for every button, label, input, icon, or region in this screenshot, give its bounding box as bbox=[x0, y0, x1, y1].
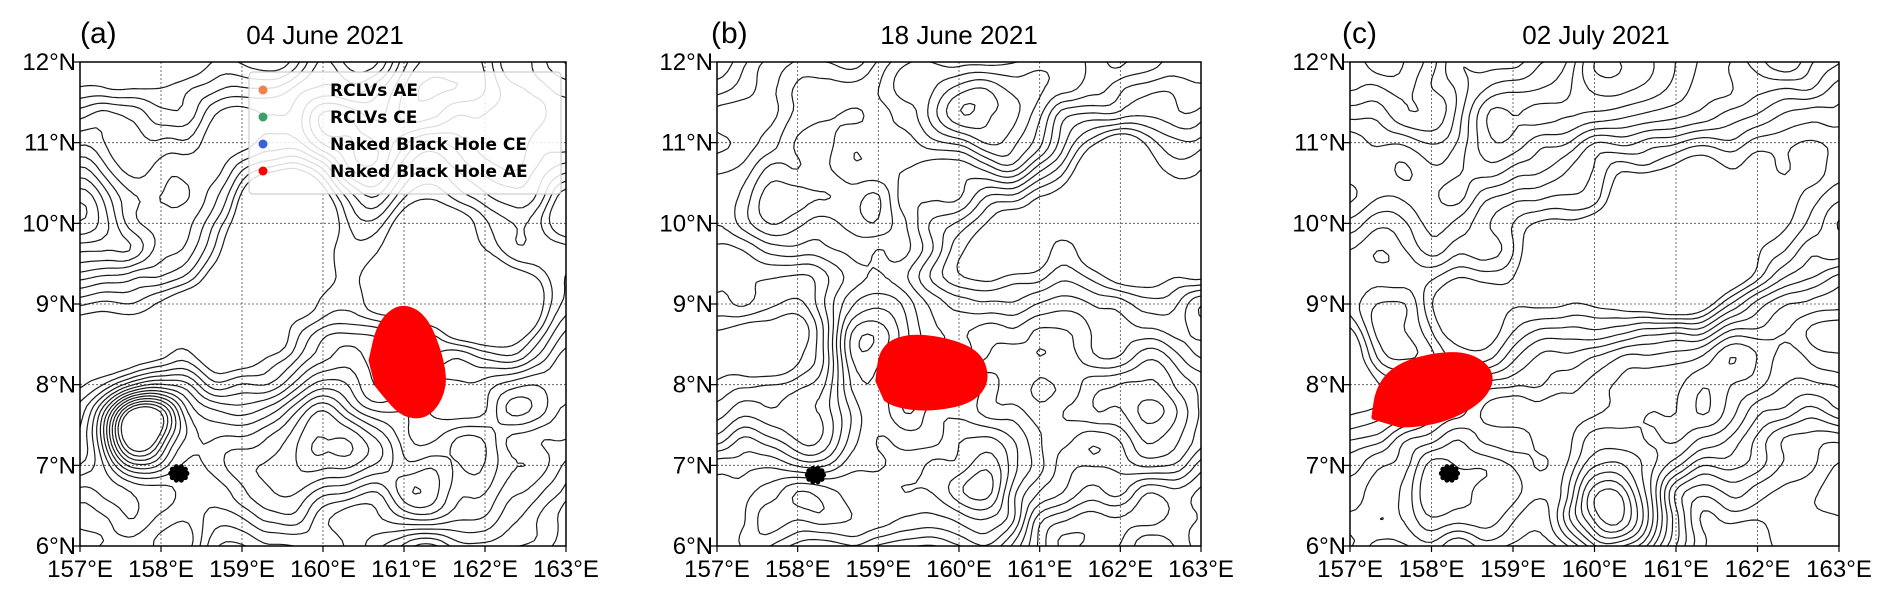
y-tick-label: 9°N bbox=[36, 291, 76, 318]
y-tick-label: 8°N bbox=[673, 372, 713, 399]
legend-label: RCLVs CE bbox=[330, 108, 417, 128]
x-tick-label: 160°E bbox=[1562, 556, 1628, 583]
legend-marker bbox=[258, 166, 268, 176]
panel-a: 157°E 158°E 159°E 160°E 161°E 162°E 163°E 6°N 7°… bbox=[22, 17, 598, 583]
x-tick-label: 161°E bbox=[1007, 556, 1073, 583]
x-tick-label: 158°E bbox=[1399, 556, 1465, 583]
y-tick-label: 6°N bbox=[1306, 533, 1346, 560]
y-tick-label: 7°N bbox=[1306, 452, 1346, 479]
panel-title: 02 July 2021 bbox=[1522, 20, 1669, 50]
x-tick-label: 161°E bbox=[1643, 556, 1709, 583]
y-tick-label: 9°N bbox=[673, 291, 713, 318]
x-tick-label: 158°E bbox=[128, 556, 194, 583]
panel-label: (b) bbox=[711, 17, 748, 50]
x-tick-label: 162°E bbox=[452, 556, 518, 583]
y-tick-label: 11°N bbox=[1294, 130, 1346, 157]
y-tick-label: 12°N bbox=[1292, 49, 1346, 76]
small-eddy-marker bbox=[1438, 464, 1461, 483]
panel-label: (c) bbox=[1342, 17, 1377, 50]
panel-b: 157°E 158°E 159°E 160°E 161°E 162°E 163°E 6°N 7°… bbox=[659, 17, 1233, 583]
y-tick-label: 12°N bbox=[659, 49, 713, 76]
y-tick-label: 11°N bbox=[661, 130, 713, 157]
panel-c: 157°E 158°E 159°E 160°E 161°E 162°E 163°E 6°N 7°… bbox=[1292, 17, 1871, 583]
x-tick-label: 163°E bbox=[1168, 556, 1234, 583]
x-tick-label: 160°E bbox=[290, 556, 356, 583]
small-eddy-marker bbox=[804, 465, 827, 485]
naked-black-hole-ae-patch bbox=[1371, 352, 1493, 428]
x-tick-label: 159°E bbox=[209, 556, 275, 583]
contour-lines bbox=[1350, 62, 1839, 546]
legend-marker bbox=[258, 112, 268, 122]
x-tick-label: 163°E bbox=[1806, 556, 1872, 583]
x-tick-label: 159°E bbox=[1480, 556, 1546, 583]
small-eddy-marker bbox=[168, 464, 190, 483]
x-tick-label: 157°E bbox=[1317, 556, 1383, 583]
x-tick-label: 161°E bbox=[371, 556, 437, 583]
x-tick-label: 158°E bbox=[765, 556, 831, 583]
grid-lines bbox=[717, 62, 1201, 546]
x-tick-label: 159°E bbox=[846, 556, 912, 583]
naked-black-hole-ae-patch bbox=[368, 305, 446, 419]
y-tick-label: 11°N bbox=[24, 130, 76, 157]
y-tick-label: 8°N bbox=[1306, 372, 1346, 399]
y-tick-label: 12°N bbox=[22, 49, 76, 76]
legend-marker bbox=[258, 85, 268, 95]
x-tick-label: 162°E bbox=[1725, 556, 1791, 583]
legend: RCLVs AE RCLVs CE Naked Black Hole CE Naked… bbox=[248, 71, 562, 195]
legend-label: RCLVs AE bbox=[330, 81, 418, 101]
panel-title: 18 June 2021 bbox=[880, 20, 1038, 50]
x-tick-label: 157°E bbox=[684, 556, 750, 583]
y-tick-label: 10°N bbox=[1292, 210, 1346, 237]
x-tick-label: 160°E bbox=[926, 556, 992, 583]
y-tick-label: 7°N bbox=[36, 452, 76, 479]
y-tick-label: 10°N bbox=[22, 210, 76, 237]
y-tick-label: 6°N bbox=[673, 533, 713, 560]
panel-title: 04 June 2021 bbox=[246, 20, 404, 50]
legend-marker bbox=[258, 139, 268, 149]
naked-black-hole-ae-patch bbox=[875, 334, 988, 411]
y-tick-label: 9°N bbox=[1306, 291, 1346, 318]
y-tick-label: 8°N bbox=[36, 372, 76, 399]
x-tick-label: 163°E bbox=[533, 556, 599, 583]
x-tick-label: 157°E bbox=[47, 556, 113, 583]
y-tick-label: 10°N bbox=[659, 210, 713, 237]
y-tick-label: 6°N bbox=[36, 533, 76, 560]
x-tick-label: 162°E bbox=[1088, 556, 1154, 583]
legend-label: Naked Black Hole CE bbox=[330, 135, 527, 155]
panel-label: (a) bbox=[80, 17, 117, 50]
y-tick-label: 7°N bbox=[673, 452, 713, 479]
legend-label: Naked Black Hole AE bbox=[330, 162, 528, 182]
